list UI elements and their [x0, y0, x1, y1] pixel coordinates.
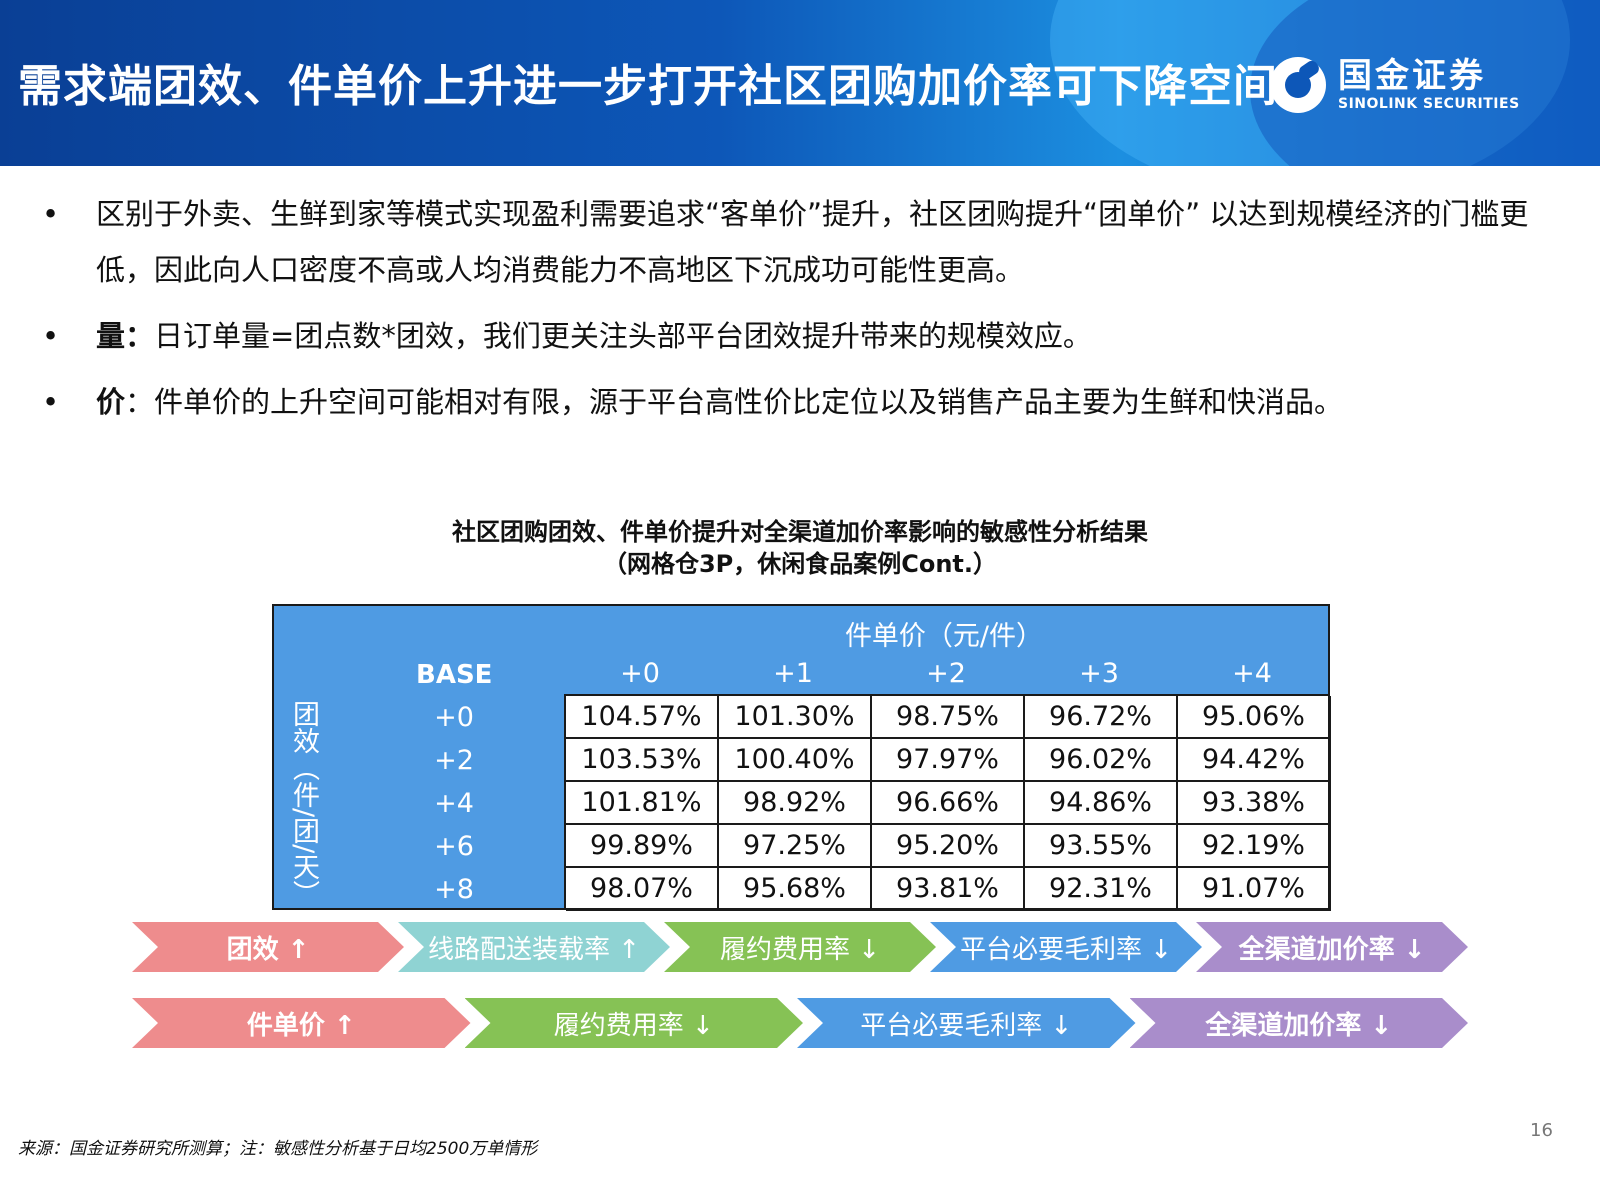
table-cell: 96.66% — [872, 782, 1025, 825]
flow-step: 全渠道加价率 ↓ — [1196, 922, 1468, 972]
flow-step: 履约费用率 ↓ — [465, 998, 804, 1048]
corner-label: BASE — [416, 660, 493, 690]
table-cell: 95.68% — [719, 868, 872, 911]
table-cell: 101.30% — [719, 696, 872, 739]
sensitivity-table: 件单价（元/件） BASE 团效（件/团/天） 104.57% 101.30% 98… — [272, 604, 1331, 911]
row-header: +0 — [434, 702, 474, 733]
flow-step: 履约费用率 ↓ — [664, 922, 936, 972]
flow-step: 平台必要毛利率 ↓ — [797, 998, 1136, 1048]
table-title: 社区团购团效、件单价提升对全渠道加价率影响的敏感性分析结果 — [452, 518, 1148, 546]
table-cell: 92.19% — [1178, 825, 1331, 868]
column-header: +0 — [620, 658, 660, 689]
table-cell: 99.89% — [566, 825, 719, 868]
row-header: +2 — [434, 745, 474, 776]
column-header: +2 — [926, 658, 966, 689]
row-header: +8 — [434, 874, 474, 905]
table-cell: 104.57% — [566, 696, 719, 739]
table-cell: 96.72% — [1025, 696, 1178, 739]
table-cell: 98.75% — [872, 696, 1025, 739]
source-note: 来源：国金证券研究所测算；注：敏感性分析基于日均2500万单情形 — [18, 1139, 538, 1159]
bullet-marker: • — [42, 385, 60, 419]
logo-english-name: SINOLINK SECURITIES — [1338, 96, 1520, 112]
page-title: 需求端团效、件单价上升进一步打开社区团购加价率可下降空间 — [18, 61, 1278, 112]
table-cell: 96.02% — [1025, 739, 1178, 782]
table-cell: 91.07% — [1178, 868, 1331, 911]
table-cell: 95.06% — [1178, 696, 1331, 739]
flow-step: 平台必要毛利率 ↓ — [930, 922, 1202, 972]
flow-step: 件单价 ↑ — [132, 998, 471, 1048]
column-group-label: 件单价（元/件） — [844, 621, 1044, 652]
table-subtitle: （网格仓3P，休闲食品案例Cont.） — [602, 550, 998, 578]
flow-row-group-efficiency: 团效 ↑ 线路配送装载率 ↑ 履约费用率 ↓ 平台必要毛利率 ↓ 全渠道加价率 ↓ — [132, 922, 1468, 972]
table-cell: 93.81% — [872, 868, 1025, 911]
table-cell: 94.42% — [1178, 739, 1331, 782]
header-banner: 需求端团效、件单价上升进一步打开社区团购加价率可下降空间 国金证券 SINOLI… — [0, 0, 1600, 166]
flow-step: 线路配送装载率 ↑ — [398, 922, 670, 972]
column-header: +4 — [1232, 658, 1272, 689]
table-cell: 92.31% — [1025, 868, 1178, 911]
table-cell: 98.07% — [566, 868, 719, 911]
bullet-marker: • — [42, 319, 60, 353]
table-cell: 93.55% — [1025, 825, 1178, 868]
table-cell: 94.86% — [1025, 782, 1178, 825]
table-cell: 97.97% — [872, 739, 1025, 782]
table-cell: 100.40% — [719, 739, 872, 782]
logo-icon — [1270, 57, 1326, 113]
row-header: +6 — [434, 831, 474, 862]
logo-chinese-name: 国金证券 — [1338, 56, 1486, 96]
table-title-block: 社区团购团效、件单价提升对全渠道加价率影响的敏感性分析结果 （网格仓3P，休闲食… — [300, 516, 1300, 580]
company-logo: 国金证券 SINOLINK SECURITIES — [1270, 52, 1520, 118]
bullet-item: • 量：日订单量=团点数*团效，我们更关注头部平台团效提升带来的规模效应。 — [40, 308, 1550, 364]
table-cell: 95.20% — [872, 825, 1025, 868]
table-cell: 103.53% — [566, 739, 719, 782]
table-cell: 93.38% — [1178, 782, 1331, 825]
bullet-text: 日订单量=团点数*团效，我们更关注头部平台团效提升带来的规模效应。 — [154, 319, 1092, 353]
bullet-text: ：件单价的上升空间可能相对有限，源于平台高性价比定位以及销售产品主要为生鲜和快消… — [125, 385, 1344, 419]
bullet-bold-lead: 量： — [96, 319, 155, 353]
column-header: +3 — [1079, 658, 1119, 689]
bullet-list: • 区别于外卖、生鲜到家等模式实现盈利需要追求“客单价”提升，社区团购提升“团单… — [40, 186, 1550, 430]
row-header: +4 — [434, 788, 474, 819]
table-cell: 97.25% — [719, 825, 872, 868]
table-cell: 101.81% — [566, 782, 719, 825]
bullet-marker: • — [42, 197, 60, 231]
flow-step: 团效 ↑ — [132, 922, 404, 972]
table-grid: 104.57% 101.30% 98.75% 96.72% 95.06% 103.53% 1… — [564, 694, 1331, 911]
column-header: +1 — [773, 658, 813, 689]
flow-step: 全渠道加价率 ↓ — [1130, 998, 1469, 1048]
bullet-bold-lead: 价 — [96, 385, 126, 419]
bullet-text: 区别于外卖、生鲜到家等模式实现盈利需要追求“客单价”提升，社区团购提升“团单价”… — [96, 197, 1529, 287]
bullet-item: • 价：件单价的上升空间可能相对有限，源于平台高性价比定位以及销售产品主要为生鲜… — [40, 374, 1550, 430]
row-group-label: 团效（件/团/天） — [288, 700, 319, 908]
flow-row-unit-price: 件单价 ↑ 履约费用率 ↓ 平台必要毛利率 ↓ 全渠道加价率 ↓ — [132, 998, 1468, 1048]
bullet-item: • 区别于外卖、生鲜到家等模式实现盈利需要追求“客单价”提升，社区团购提升“团单… — [40, 186, 1550, 298]
page-number: 16 — [1530, 1120, 1553, 1141]
table-cell: 98.92% — [719, 782, 872, 825]
